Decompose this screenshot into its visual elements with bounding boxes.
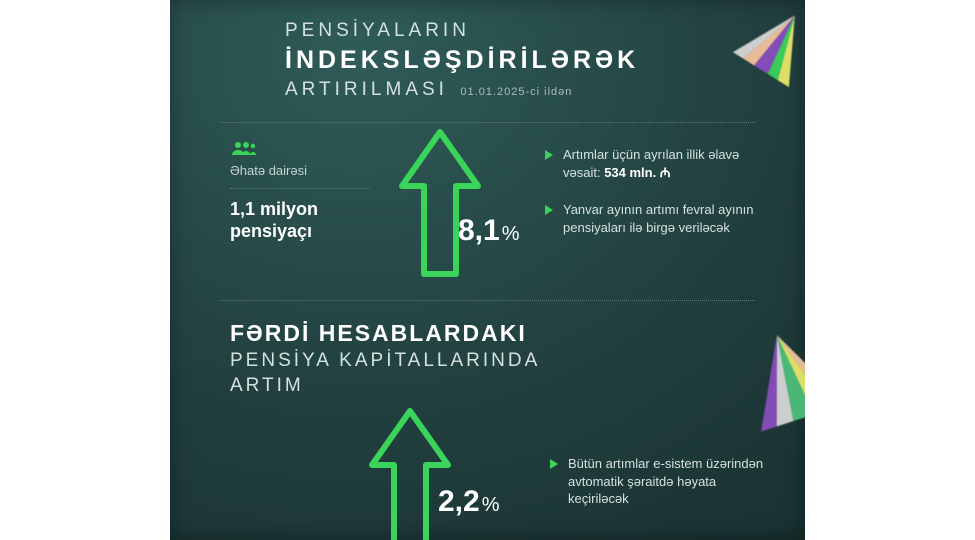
section2-title: FƏRDİ HESABLARDAKI PENSİYA KAPİTALLARIND… xyxy=(230,320,540,397)
divider-1 xyxy=(220,122,755,123)
bullet-1b-pre: Yanvar ayının artımı fevral ayının pensi… xyxy=(563,202,754,235)
percent-1-sign: % xyxy=(502,223,520,245)
bullet-2a-text: Bütün artımlar e-sistem üzərindən avtoma… xyxy=(568,455,775,508)
increase-arrow-1: 8,1% xyxy=(390,128,530,298)
percent-1-value: 8,1 xyxy=(458,214,500,247)
bullet-1a-bold: 534 mln. ₼ xyxy=(604,165,670,180)
bullets-2: Bütün artımlar e-sistem üzərindən avtoma… xyxy=(550,455,775,528)
s2-title-line-1: FƏRDİ HESABLARDAKI xyxy=(230,320,540,347)
stage: PENSİYALARIN İNDEKSLƏŞDİRİLƏRƏK ARTIRILM… xyxy=(0,0,975,540)
coverage-block: Əhatə dairəsi 1,1 milyon pensiyaçı xyxy=(230,140,390,242)
coverage-value-line-2: pensiyaçı xyxy=(230,221,312,241)
title-date: 01.01.2025-ci ildən xyxy=(460,86,572,98)
coverage-value-line-1: 1,1 milyon xyxy=(230,199,318,219)
bullet-marker-icon xyxy=(545,150,553,160)
divider-2 xyxy=(220,300,755,301)
people-icon xyxy=(230,140,390,159)
coverage-value: 1,1 milyon pensiyaçı xyxy=(230,199,390,242)
percent-1: 8,1% xyxy=(458,214,520,248)
bullets-1: Artımlar üçün ayrılan illik əlavə vəsait… xyxy=(545,146,775,256)
main-title: PENSİYALARIN İNDEKSLƏŞDİRİLƏRƏK ARTIRILM… xyxy=(285,20,639,101)
bullet-marker-icon xyxy=(550,459,558,469)
increase-arrow-2: 2,2% xyxy=(360,407,500,540)
title-line-2: İNDEKSLƏŞDİRİLƏRƏK xyxy=(285,46,639,75)
bullet-1b-text: Yanvar ayının artımı fevral ayının pensi… xyxy=(563,201,775,236)
section-indexation: Əhatə dairəsi 1,1 milyon pensiyaçı 8,1% xyxy=(170,140,805,320)
percent-2-value: 2,2 xyxy=(438,485,480,518)
coverage-divider xyxy=(230,188,370,189)
percent-2: 2,2% xyxy=(438,485,500,519)
bullet-2a: Bütün artımlar e-sistem üzərindən avtoma… xyxy=(550,455,775,508)
bullet-1a-text: Artımlar üçün ayrılan illik əlavə vəsait… xyxy=(563,146,775,181)
bullet-1b: Yanvar ayının artımı fevral ayının pensi… xyxy=(545,201,775,236)
s2-title-line-3: ARTIM xyxy=(230,375,540,397)
title-line-3: ARTIRILMASI xyxy=(285,79,448,101)
section-capital-growth: 2,2% Bütün artımlar e-sistem üzərindən a… xyxy=(170,415,805,540)
coverage-label: Əhatə dairəsi xyxy=(230,163,390,178)
bullet-1a: Artımlar üçün ayrılan illik əlavə vəsait… xyxy=(545,146,775,181)
bullet-2a-pre: Bütün artımlar e-sistem üzərindən avtoma… xyxy=(568,456,763,506)
infographic-panel: PENSİYALARIN İNDEKSLƏŞDİRİLƏRƏK ARTIRILM… xyxy=(170,0,805,540)
decor-triangle-top xyxy=(726,0,805,96)
percent-2-sign: % xyxy=(482,494,500,516)
bullet-marker-icon xyxy=(545,205,553,215)
title-line-1: PENSİYALARIN xyxy=(285,20,639,42)
s2-title-line-2: PENSİYA KAPİTALLARINDA xyxy=(230,350,540,372)
